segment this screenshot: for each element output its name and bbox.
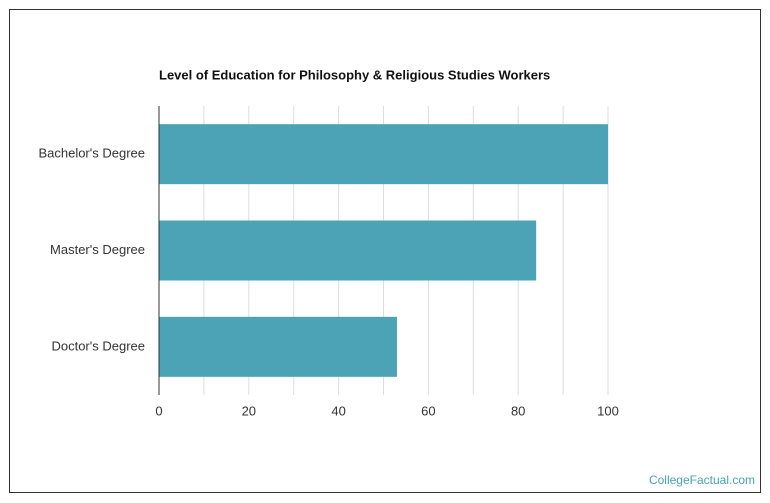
- x-tick-label: 0: [155, 403, 162, 418]
- x-tick-label: 20: [242, 403, 256, 418]
- source-link[interactable]: CollegeFactual.com: [649, 473, 755, 487]
- bar: [159, 220, 537, 281]
- y-tick-label: Master's Degree: [50, 242, 145, 257]
- y-tick-label: Doctor's Degree: [51, 338, 145, 353]
- bar: [159, 316, 397, 377]
- x-tick-label: 80: [511, 403, 525, 418]
- x-tick-label: 40: [331, 403, 345, 418]
- chart-title: Level of Education for Philosophy & Reli…: [159, 67, 550, 82]
- bar: [159, 124, 608, 185]
- x-tick-label: 60: [421, 403, 435, 418]
- x-tick-label: 100: [597, 403, 619, 418]
- y-tick-label: Bachelor's Degree: [38, 146, 145, 161]
